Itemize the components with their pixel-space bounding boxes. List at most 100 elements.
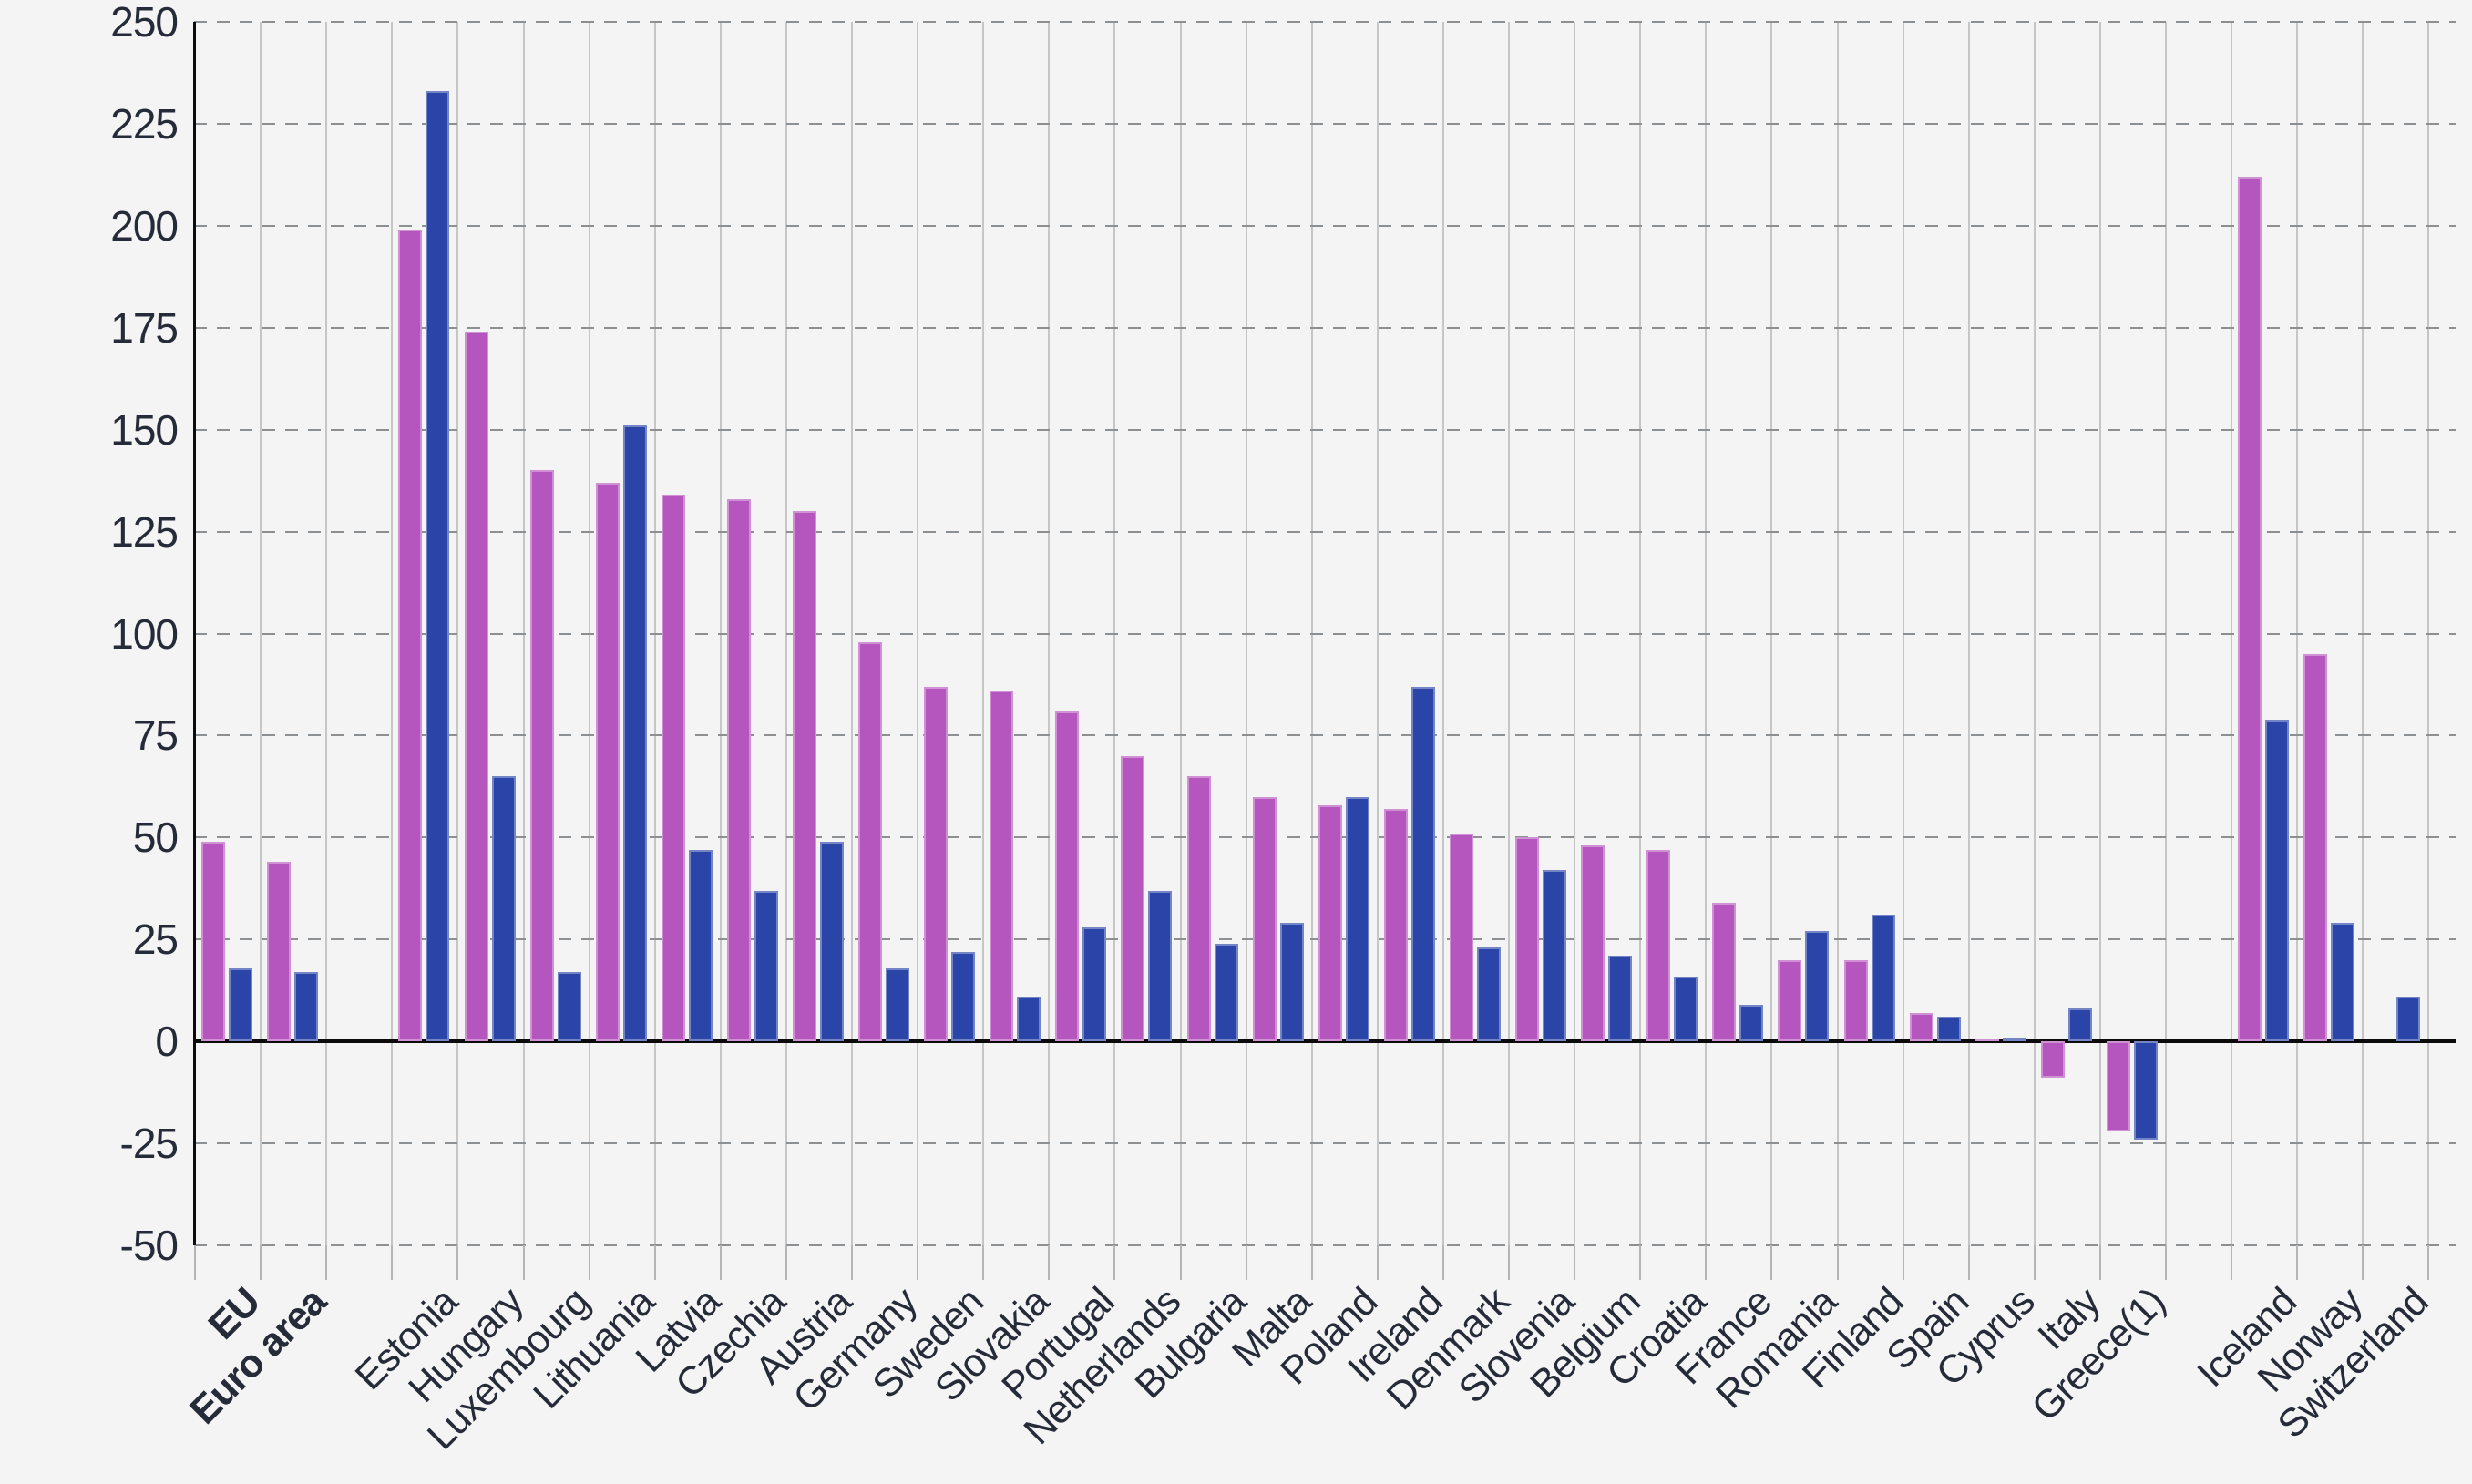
magenta-bar [529, 470, 554, 1042]
blue-bar [229, 967, 253, 1042]
horizontal-gridline [194, 1142, 2456, 1145]
blue-bar [1279, 923, 1304, 1042]
magenta-bar [726, 498, 751, 1042]
horizontal-gridline [194, 122, 2456, 125]
x-axis-tick [588, 1245, 590, 1280]
blue-bar [1476, 947, 1501, 1042]
blue-bar [622, 425, 647, 1042]
blue-bar [426, 91, 450, 1042]
y-axis-tick-label: 75 [132, 711, 179, 760]
blue-bar [2067, 1008, 2092, 1042]
magenta-bar [1646, 849, 1671, 1042]
x-axis-tick [917, 1245, 919, 1280]
x-axis-tick [522, 1245, 525, 1280]
blue-bar [1214, 943, 1238, 1042]
x-axis-tick [1376, 1245, 1379, 1280]
magenta-bar [2040, 1041, 2065, 1079]
blue-bar [1805, 931, 1830, 1042]
magenta-bar [990, 691, 1014, 1042]
magenta-bar [1778, 959, 1802, 1042]
y-axis-tick-label: 0 [155, 1018, 179, 1066]
blue-bar [951, 951, 976, 1042]
magenta-bar [464, 332, 488, 1042]
magenta-bar [1712, 903, 1737, 1042]
y-axis-tick-label: 150 [110, 405, 179, 454]
magenta-bar [1449, 833, 1473, 1042]
blue-bar [688, 849, 713, 1042]
blue-bar [1608, 956, 1633, 1042]
magenta-bar [1055, 711, 1080, 1042]
magenta-bar [661, 495, 685, 1042]
zero-axis-line [194, 1039, 2456, 1044]
x-axis-tick [1639, 1245, 1642, 1280]
y-axis-tick-label: 25 [132, 916, 179, 964]
horizontal-gridline [194, 530, 2456, 533]
x-axis-tick [2427, 1245, 2430, 1280]
x-axis-tick [1902, 1245, 1904, 1280]
magenta-bar [1121, 755, 1145, 1042]
y-axis-tick-label: 200 [110, 201, 179, 250]
blue-bar [2331, 923, 2355, 1042]
horizontal-gridline [194, 1244, 2456, 1246]
blue-bar [1410, 686, 1435, 1042]
blue-bar [1936, 1017, 1961, 1042]
horizontal-gridline [194, 326, 2456, 329]
blue-bar [1148, 890, 1173, 1042]
magenta-bar [792, 511, 816, 1042]
magenta-bar [595, 482, 620, 1042]
x-axis-tick [2165, 1245, 2167, 1280]
horizontal-gridline [194, 21, 2456, 23]
magenta-bar [1909, 1012, 1933, 1042]
x-axis-tick [1508, 1245, 1510, 1280]
x-axis-tick [982, 1245, 985, 1280]
blue-bar [2396, 996, 2421, 1042]
magenta-bar [1252, 796, 1277, 1042]
magenta-bar [1186, 776, 1211, 1042]
x-axis-tick [391, 1245, 394, 1280]
x-axis-tick [1310, 1245, 1313, 1280]
x-axis-tick [719, 1245, 722, 1280]
x-axis-tick [1705, 1245, 1708, 1280]
blue-bar [1082, 926, 1107, 1042]
blue-bar [1345, 796, 1369, 1042]
magenta-bar [267, 862, 292, 1042]
x-axis-tick [2231, 1245, 2233, 1280]
x-axis-tick [1179, 1245, 1182, 1280]
magenta-bar [1975, 1039, 1999, 1042]
blue-bar [1674, 976, 1698, 1042]
blue-bar [1017, 996, 1041, 1042]
y-axis-tick-label: -25 [119, 1120, 179, 1168]
blue-bar [2265, 719, 2290, 1042]
x-axis-tick [1574, 1245, 1576, 1280]
y-axis-line [193, 22, 196, 1245]
horizontal-gridline [194, 632, 2456, 635]
y-axis-tick-label: 100 [110, 609, 179, 658]
blue-bar [1871, 915, 1895, 1042]
magenta-bar [858, 641, 882, 1042]
x-axis-tick [2033, 1245, 2036, 1280]
magenta-bar [2238, 177, 2262, 1042]
magenta-bar [398, 230, 423, 1042]
magenta-bar [2303, 653, 2328, 1042]
horizontal-gridline [194, 428, 2456, 431]
x-axis-tick [2296, 1245, 2299, 1280]
blue-bar [754, 890, 778, 1042]
horizontal-gridline [194, 734, 2456, 737]
x-axis-tick [1836, 1245, 1839, 1280]
blue-bar [819, 841, 844, 1042]
y-axis-tick-label: 175 [110, 303, 179, 352]
x-axis-tick [1967, 1245, 1970, 1280]
x-axis-tick [260, 1245, 262, 1280]
magenta-bar [201, 841, 226, 1042]
x-axis-tick [851, 1245, 853, 1280]
x-axis-tick [1441, 1245, 1444, 1280]
magenta-bar [1515, 837, 1539, 1042]
y-axis-tick-label: -50 [119, 1222, 179, 1269]
x-axis-tick [2362, 1245, 2364, 1280]
y-axis-tick-label: 250 [110, 0, 179, 46]
y-axis-tick-label: 50 [132, 814, 179, 862]
x-axis-tick [1770, 1245, 1773, 1280]
horizontal-gridline [194, 224, 2456, 227]
x-axis-tick [325, 1245, 328, 1280]
